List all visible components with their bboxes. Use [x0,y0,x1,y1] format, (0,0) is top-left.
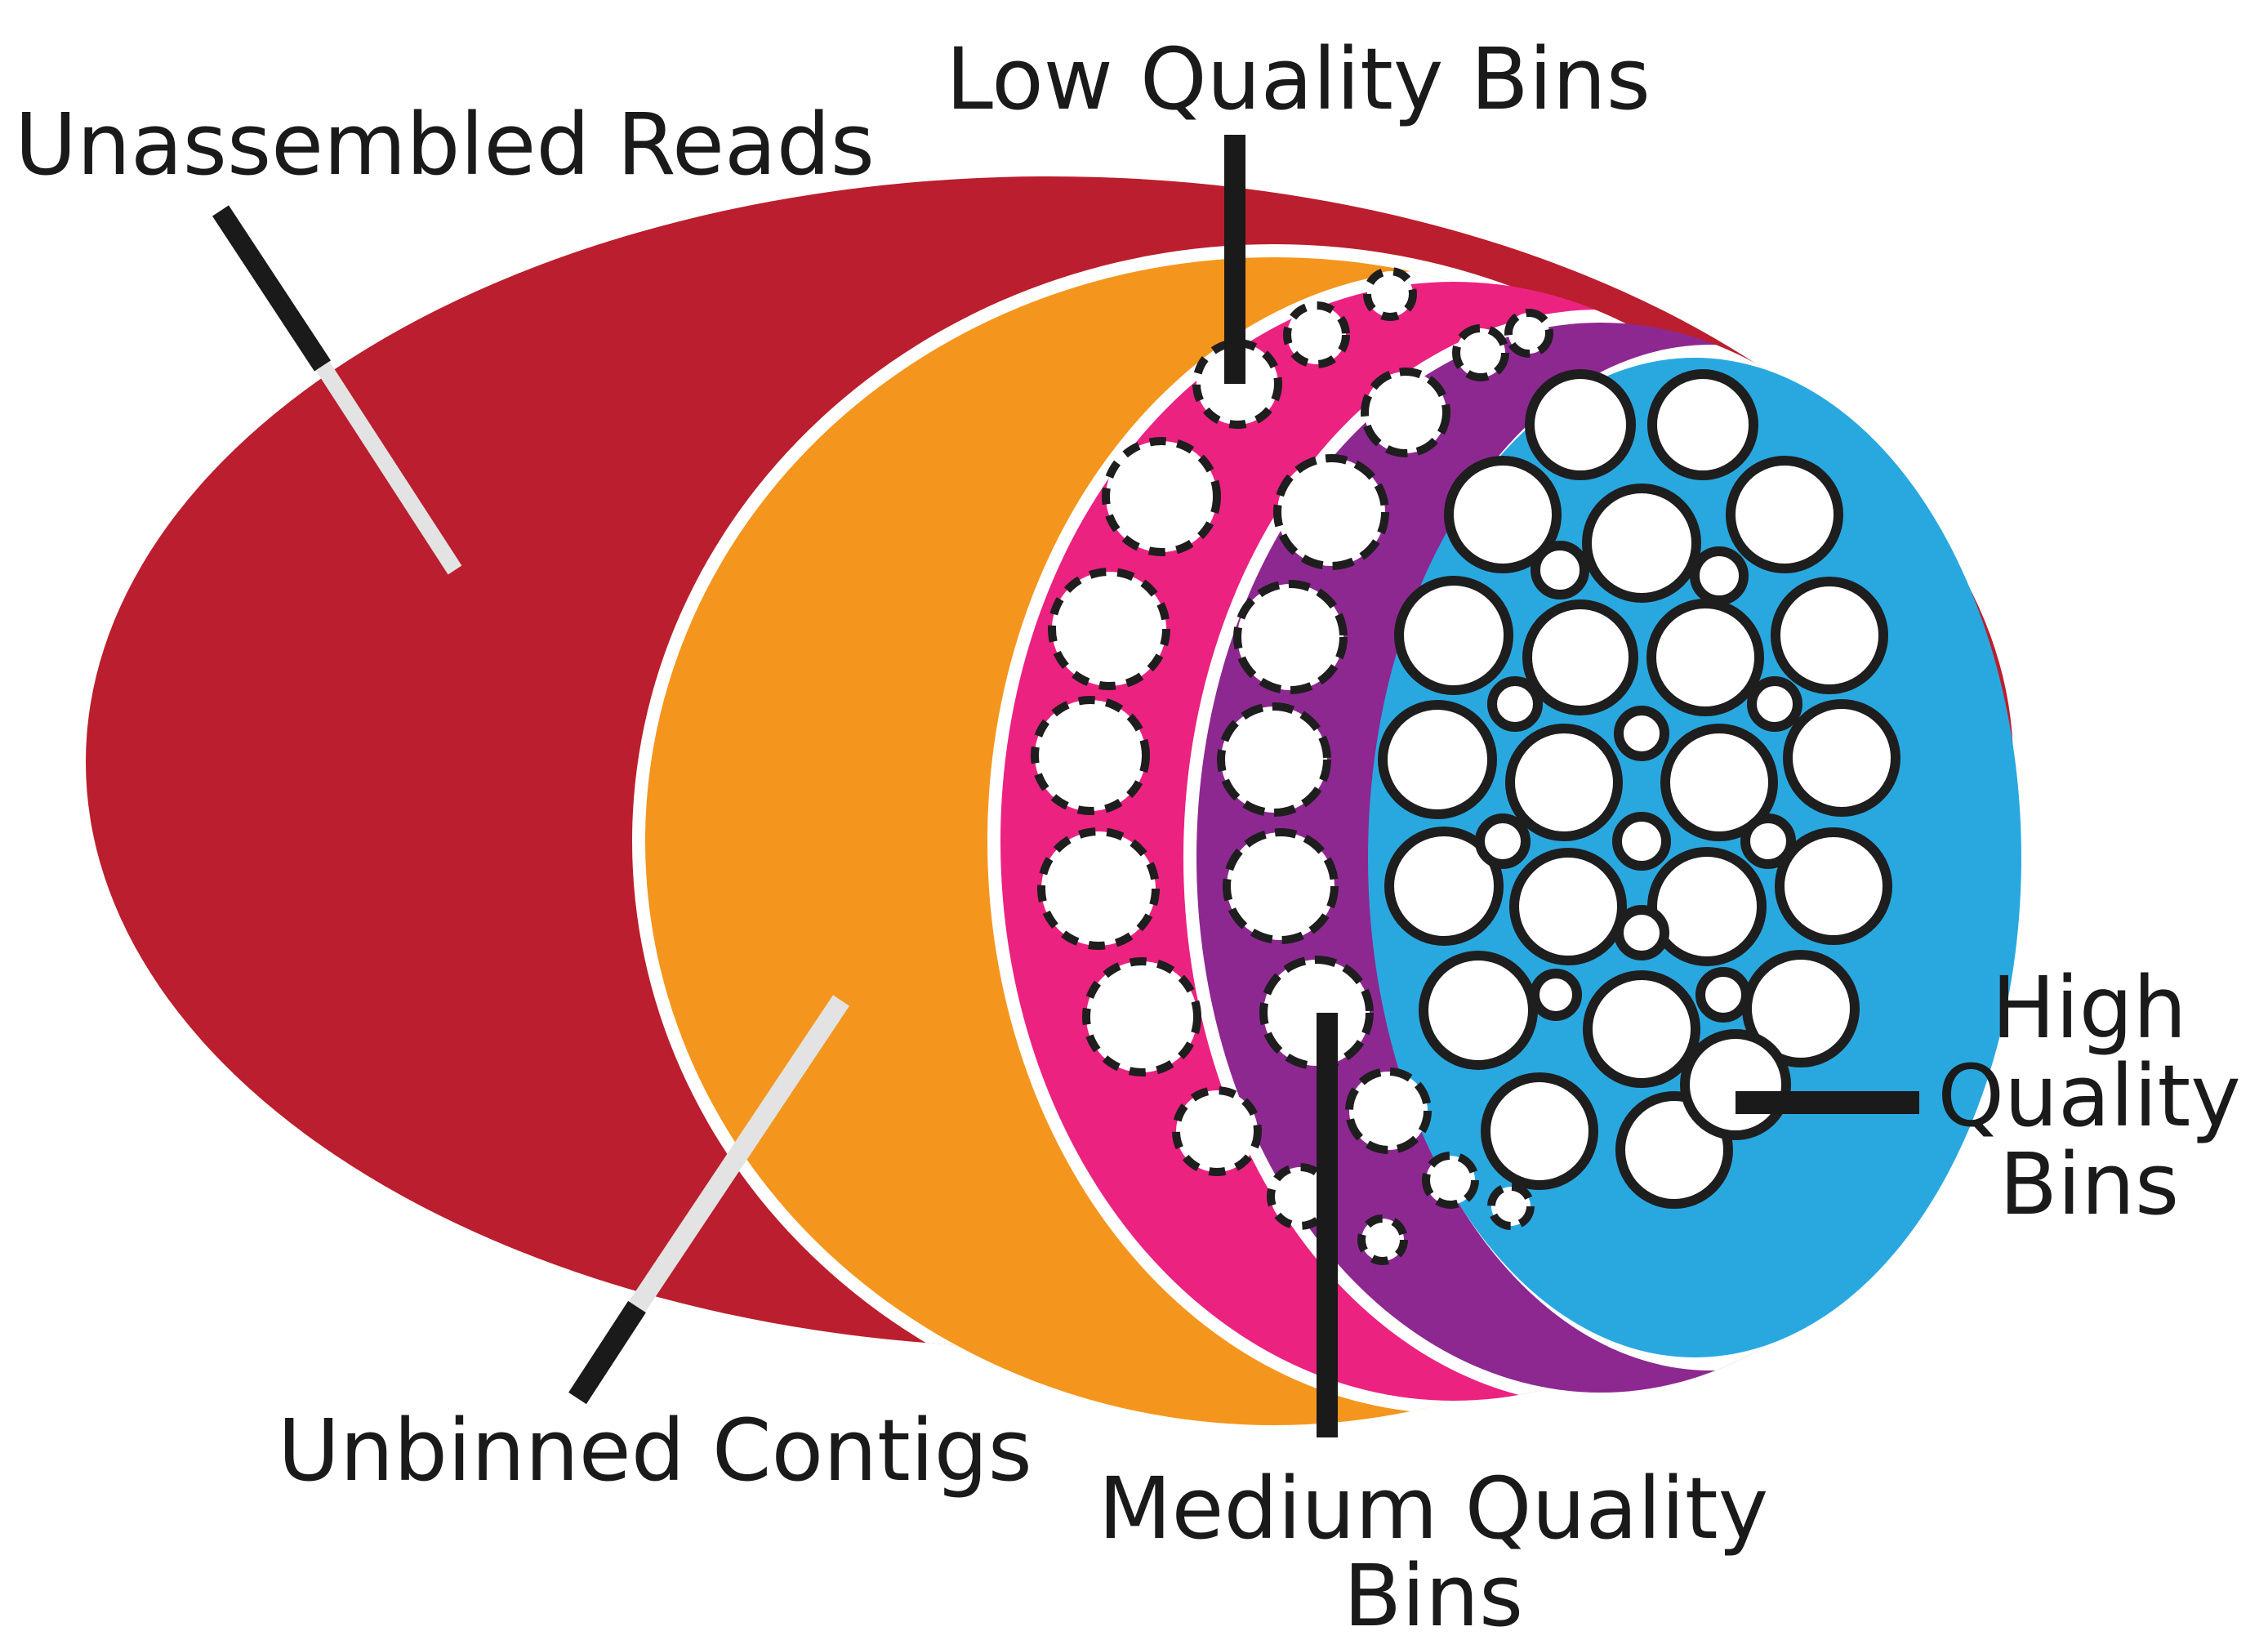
high-quality-bin [1588,975,1695,1083]
medium-quality-bin [1491,1187,1531,1226]
high-quality-bins-label-line1: High [1991,958,2186,1058]
medium-quality-bin [1221,706,1327,813]
high-quality-bin [1480,818,1526,864]
medium-quality-bin [1227,832,1335,940]
high-quality-bin [1788,704,1896,812]
low-quality-bins-label: Low Quality Bins [946,29,1651,129]
medium-quality-bin [1349,1072,1428,1150]
high-quality-bin [1695,551,1744,600]
high-quality-bin [1752,681,1798,727]
low-quality-bin [1361,1219,1404,1261]
medium-quality-bin [1237,584,1343,690]
high-quality-bins-label-line3: Bins [1999,1134,2179,1234]
high-quality-bin [1530,374,1631,475]
low-quality-bin [1106,441,1217,552]
low-quality-bin [1052,572,1166,686]
low-quality-bin [1041,831,1156,946]
high-quality-bin [1731,461,1838,568]
medium-quality-bin [1365,372,1446,453]
high-quality-bin [1514,853,1622,960]
medium-quality-bin [1456,328,1505,377]
high-quality-bin [1619,910,1664,956]
high-quality-bin [1652,852,1762,961]
unbinned-contigs-label: Unbinned Contigs [278,1401,1032,1500]
medium-quality-bins-label-line1: Medium Quality [1098,1459,1769,1558]
high-quality-bins-label-line2: Quality [1937,1046,2241,1146]
low-quality-bin [1367,271,1413,317]
high-quality-bin [1486,1077,1593,1185]
high-quality-bin [1527,604,1633,711]
high-quality-bin [1535,974,1577,1016]
high-quality-bin [1700,972,1746,1018]
high-quality-bin [1651,604,1759,711]
high-quality-bin [1535,546,1584,595]
high-quality-bin [1776,582,1883,689]
low-quality-bin [1035,700,1146,811]
high-quality-bin [1492,681,1538,727]
high-quality-bin [1510,729,1618,836]
medium-quality-bin [1508,313,1549,354]
high-quality-bin [1424,956,1533,1065]
medium-quality-bins-label-line2: Bins [1343,1546,1523,1646]
low-quality-bin [1287,305,1346,364]
high-quality-bin [1617,817,1666,866]
high-quality-bin [1619,711,1664,756]
high-quality-bin [1399,581,1508,690]
high-quality-bin [1383,705,1492,814]
low-quality-bin [1176,1090,1258,1172]
high-quality-bin [1587,488,1696,598]
high-quality-bin [1685,1034,1786,1135]
low-quality-bin [1086,961,1197,1072]
unassembled-reads-label: Unassembled Reads [15,95,875,194]
high-quality-bin [1780,832,1887,940]
high-quality-bin [1652,374,1753,475]
medium-quality-bin [1426,1156,1475,1205]
medium-quality-bin [1277,458,1385,566]
